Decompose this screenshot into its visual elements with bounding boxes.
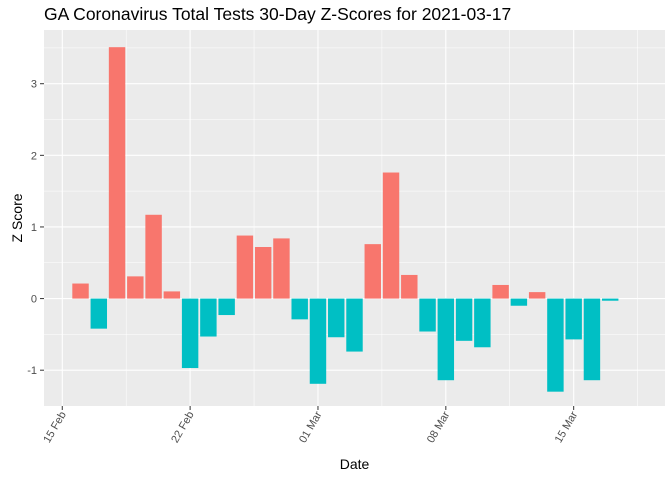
y-tick-label: 3	[31, 79, 37, 91]
x-tick-label: 22 Feb	[169, 410, 197, 446]
bar	[382, 172, 400, 299]
y-tick-label: 2	[31, 150, 37, 162]
bar	[455, 298, 473, 341]
bar	[601, 298, 619, 301]
bar	[419, 298, 436, 332]
bar	[236, 235, 254, 299]
bar	[565, 298, 582, 340]
bar	[492, 284, 509, 299]
y-axis-ticks: -1 0 1 2 3	[27, 79, 44, 377]
bar	[528, 292, 546, 299]
bar	[108, 47, 126, 299]
x-tick-label: 15 Feb	[41, 410, 69, 446]
y-tick-label: 1	[31, 222, 37, 234]
bar	[510, 298, 528, 306]
y-tick-label: -1	[27, 365, 37, 377]
bar	[163, 291, 181, 299]
bar	[127, 276, 144, 299]
bar	[583, 298, 601, 381]
bar	[346, 298, 363, 352]
bar	[72, 283, 89, 299]
bar	[273, 238, 290, 299]
x-axis-label: Date	[340, 456, 370, 472]
bar	[254, 247, 272, 299]
y-axis-label: Z Score	[9, 193, 25, 242]
x-axis-ticks: 15 Feb 22 Feb 01 Mar 08 Mar 15 Mar	[41, 406, 580, 445]
x-tick-label: 15 Mar	[553, 409, 581, 445]
bar	[90, 298, 108, 329]
bar	[401, 274, 418, 299]
bar	[364, 244, 381, 299]
chart-title: GA Coronavirus Total Tests 30-Day Z-Scor…	[44, 4, 512, 24]
bar	[328, 298, 345, 338]
bars	[72, 47, 619, 392]
bar	[437, 298, 455, 381]
bar	[291, 298, 308, 320]
bar	[200, 298, 217, 337]
x-tick-label: 08 Mar	[425, 409, 453, 445]
bar	[218, 298, 235, 316]
bar	[474, 298, 491, 348]
bar	[181, 298, 199, 369]
bar	[309, 298, 327, 384]
bar	[145, 214, 162, 299]
x-tick-label: 01 Mar	[297, 409, 325, 445]
y-tick-label: 0	[31, 294, 37, 306]
bar	[547, 298, 564, 392]
